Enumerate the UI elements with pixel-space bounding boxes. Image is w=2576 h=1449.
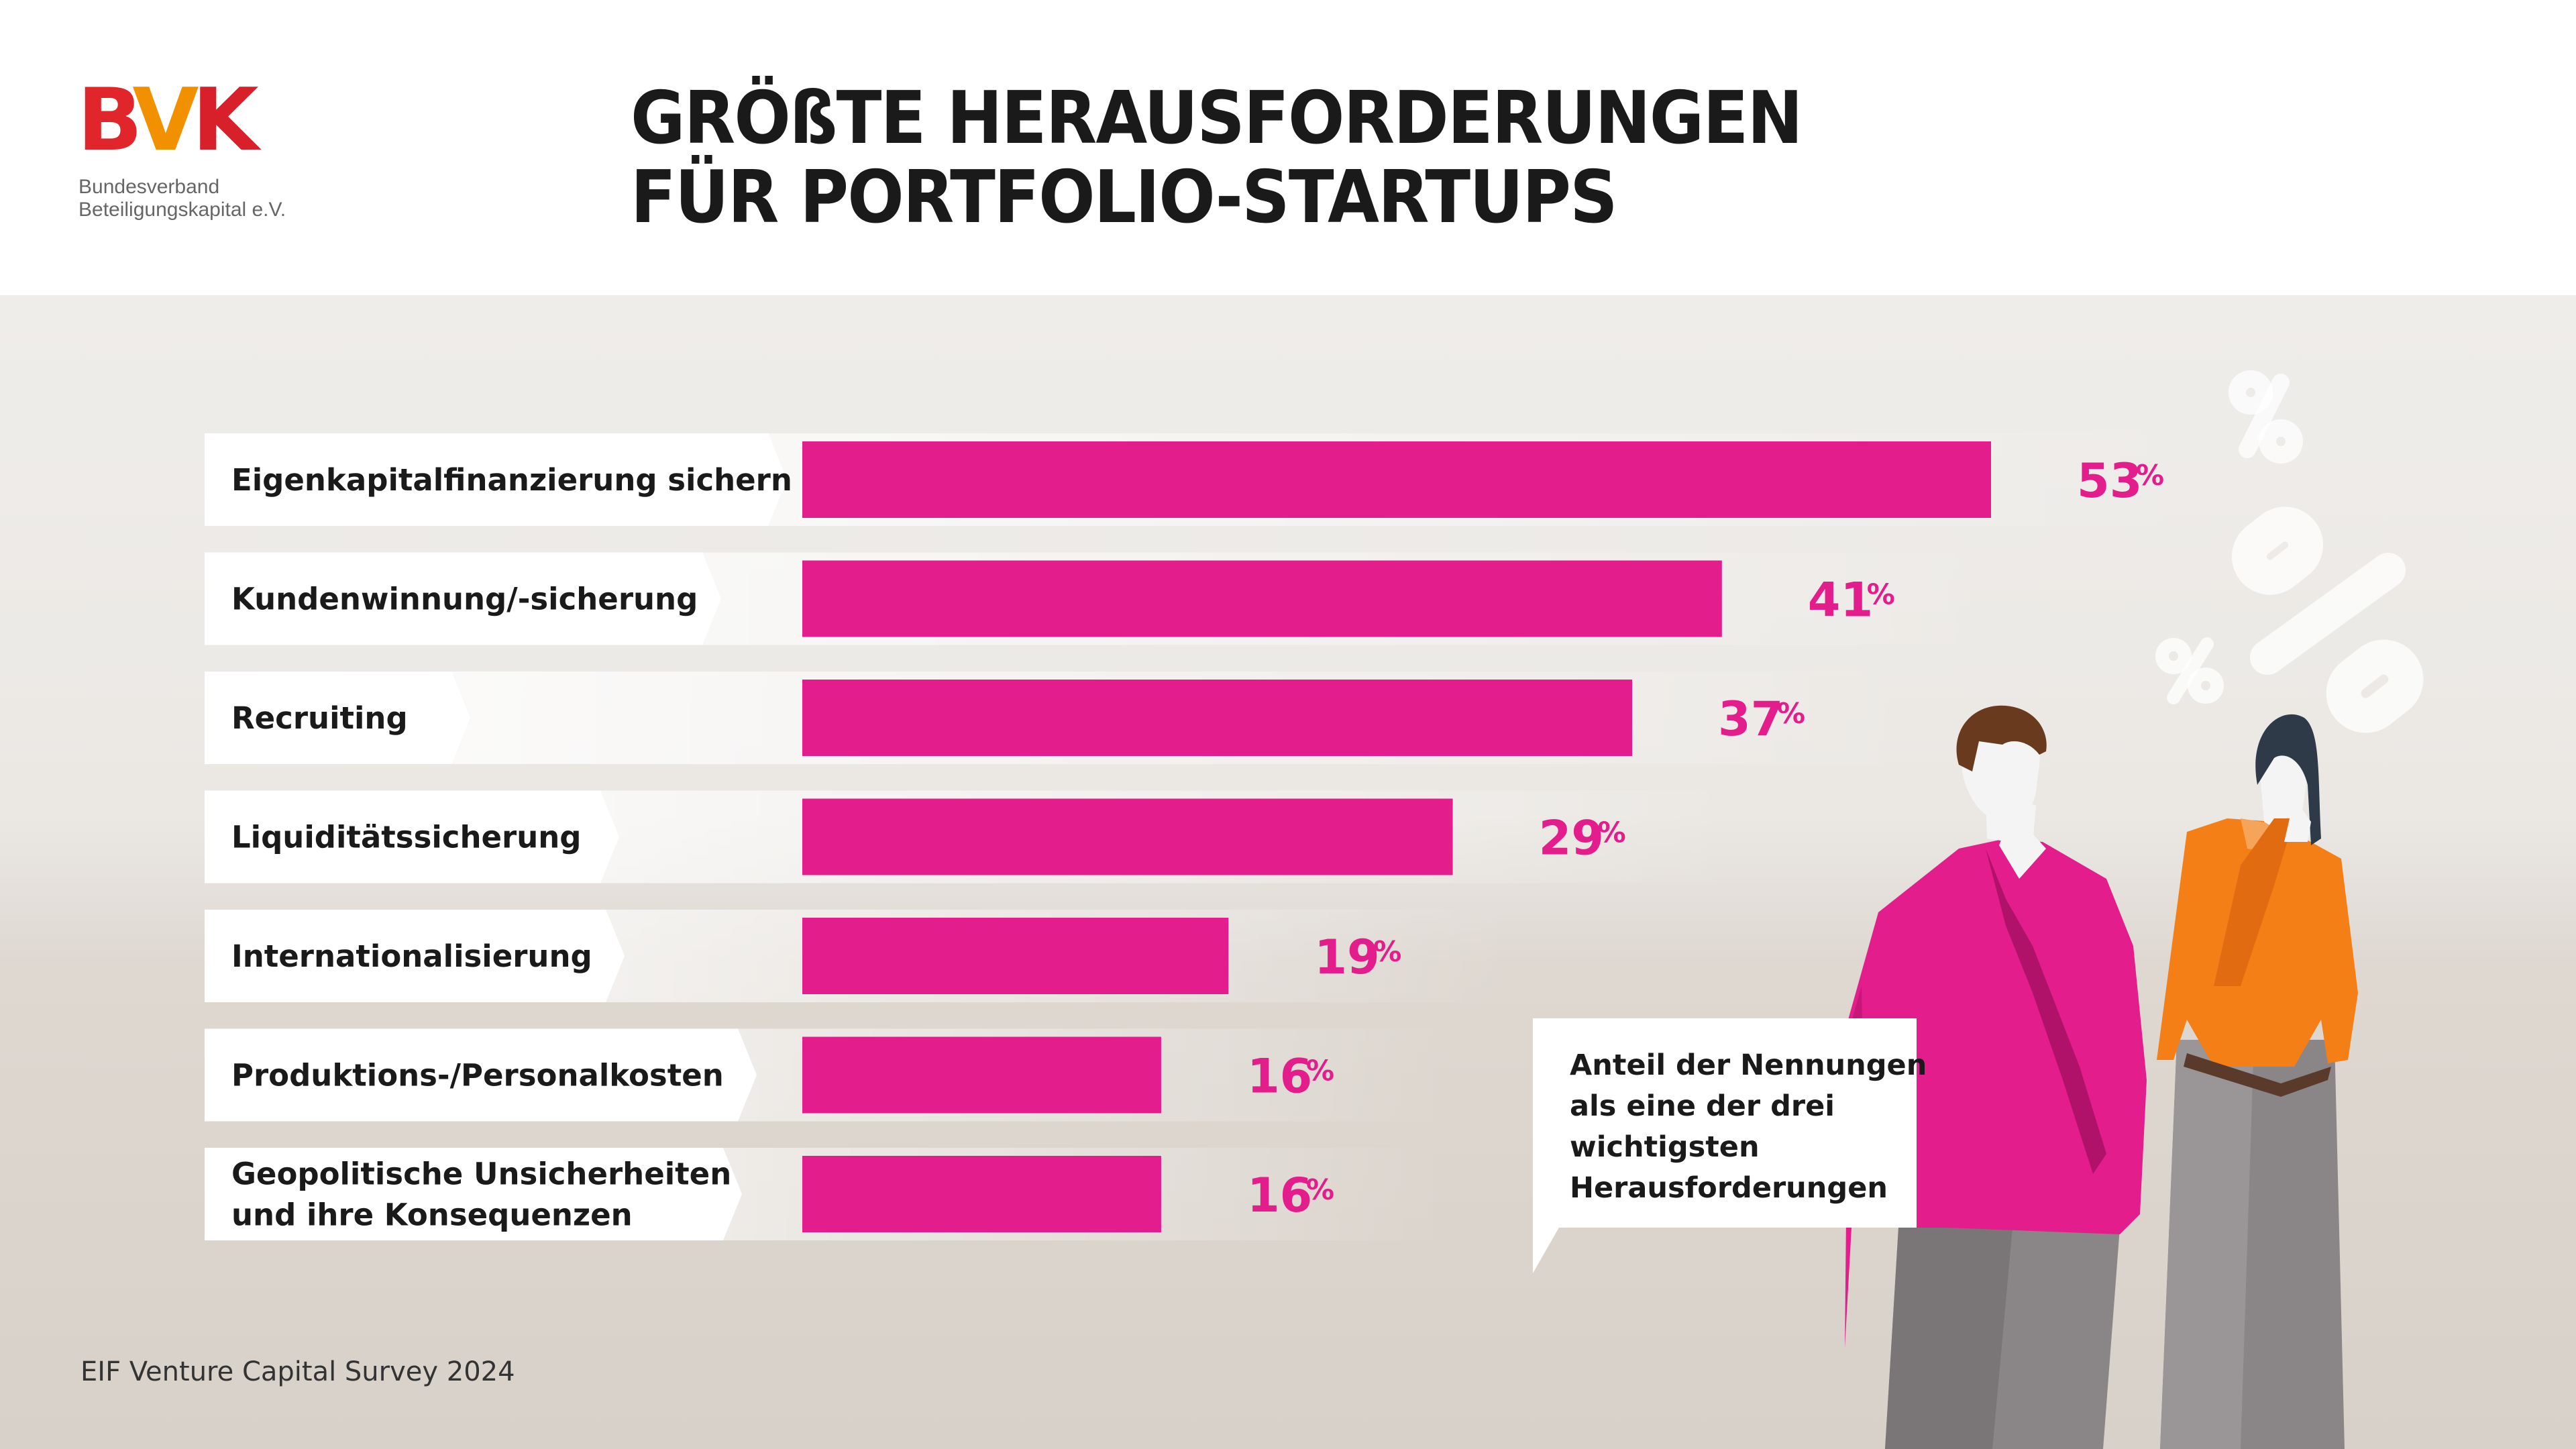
note-line: wichtigsten: [1570, 1130, 1760, 1164]
category-label: Kundenwinnung/-sicherung: [231, 582, 698, 617]
value-unit: %: [1777, 697, 1805, 730]
bvk-logo: BVK Bundesverband Beteiligungskapital e.…: [77, 77, 345, 231]
logo-wordmark: BVK: [77, 70, 259, 170]
header: BVK Bundesverband Beteiligungskapital e.…: [0, 0, 2576, 295]
percent-decoration-icon: [2155, 370, 2424, 733]
logo-org-line2: Beteiligungskapital e.V.: [78, 199, 286, 221]
value-unit: %: [1867, 578, 1895, 611]
bar: [802, 798, 1453, 875]
chart-row: Kundenwinnung/-sicherung 41%: [205, 552, 2010, 645]
value-unit: %: [1598, 816, 1626, 849]
title-line1: GRÖßTE HERAUSFORDERUNGEN: [631, 76, 1803, 160]
bar: [802, 1156, 1161, 1232]
bar: [802, 680, 1633, 756]
category-label: Internationalisierung: [231, 938, 592, 974]
value-label: 19: [1314, 930, 1379, 985]
chart-row: Geopolitische Unsicherheiten und ihre Kon…: [205, 1148, 1450, 1240]
source-note: EIF Venture Capital Survey 2024: [80, 1356, 515, 1387]
annotation-note: Anteil der Nennungen als eine der drei w…: [1533, 1018, 1927, 1228]
chart-row: Internationalisierung 19%: [205, 910, 1517, 1002]
bar: [802, 560, 1722, 637]
value-label: 29: [1539, 811, 1604, 866]
category-label: Eigenkapitalfinanzierung sichern: [231, 462, 792, 498]
category-label-box: [205, 433, 787, 526]
category-label-box: [205, 672, 470, 764]
note-line: Anteil der Nennungen: [1570, 1049, 1927, 1082]
chart-row: Liquiditätssicherung 29%: [205, 790, 1741, 883]
bar: [802, 1036, 1161, 1114]
value-label: 37: [1718, 692, 1783, 747]
note-line: als eine der drei: [1570, 1089, 1835, 1123]
value-unit: %: [1306, 1173, 1334, 1206]
value-label: 16: [1247, 1168, 1312, 1223]
note-text: Anteil der Nennungen als eine der drei w…: [1570, 1045, 1927, 1209]
chart-row: Recruiting 37%: [205, 672, 1921, 764]
value-label: 41: [1808, 573, 1873, 628]
category-label-box: [205, 1148, 742, 1240]
bar: [802, 918, 1229, 994]
value-label: 16: [1247, 1049, 1312, 1104]
category-label: und ihre Konsequenzen: [231, 1197, 633, 1233]
category-label-box: [205, 910, 625, 1002]
category-label: Geopolitische Unsicherheiten: [231, 1157, 731, 1192]
value-unit: %: [1306, 1055, 1334, 1087]
note-pointer-icon: [1533, 1226, 1560, 1273]
value-unit: %: [1373, 935, 1401, 968]
page-title: GRÖßTE HERAUSFORDERUNGEN FÜR PORTFOLIO-S…: [631, 79, 1904, 237]
bar: [802, 441, 1991, 518]
chart-rows: Eigenkapitalfinanzierung sichern 53%Kunde…: [205, 433, 2214, 1240]
logo-org-line1: Bundesverband: [78, 176, 220, 198]
category-label: Liquiditätssicherung: [231, 820, 582, 855]
note-line: Herausforderungen: [1570, 1171, 1888, 1205]
category-label-box: [205, 552, 721, 645]
category-label-box: [205, 790, 619, 883]
category-label: Produktions-/Personalkosten: [231, 1058, 724, 1093]
chart-row: Produktions-/Personalkosten 16%: [205, 1028, 1450, 1122]
title-line2: FÜR PORTFOLIO-STARTUPS: [631, 156, 1618, 239]
chart-row: Eigenkapitalfinanzierung sichern 53%: [205, 433, 2214, 526]
category-label: Recruiting: [231, 700, 408, 736]
people-illustration: [1845, 705, 2358, 1449]
category-label-box: [205, 1028, 757, 1122]
value-label: 53: [2077, 453, 2142, 508]
value-unit: %: [2136, 459, 2164, 492]
